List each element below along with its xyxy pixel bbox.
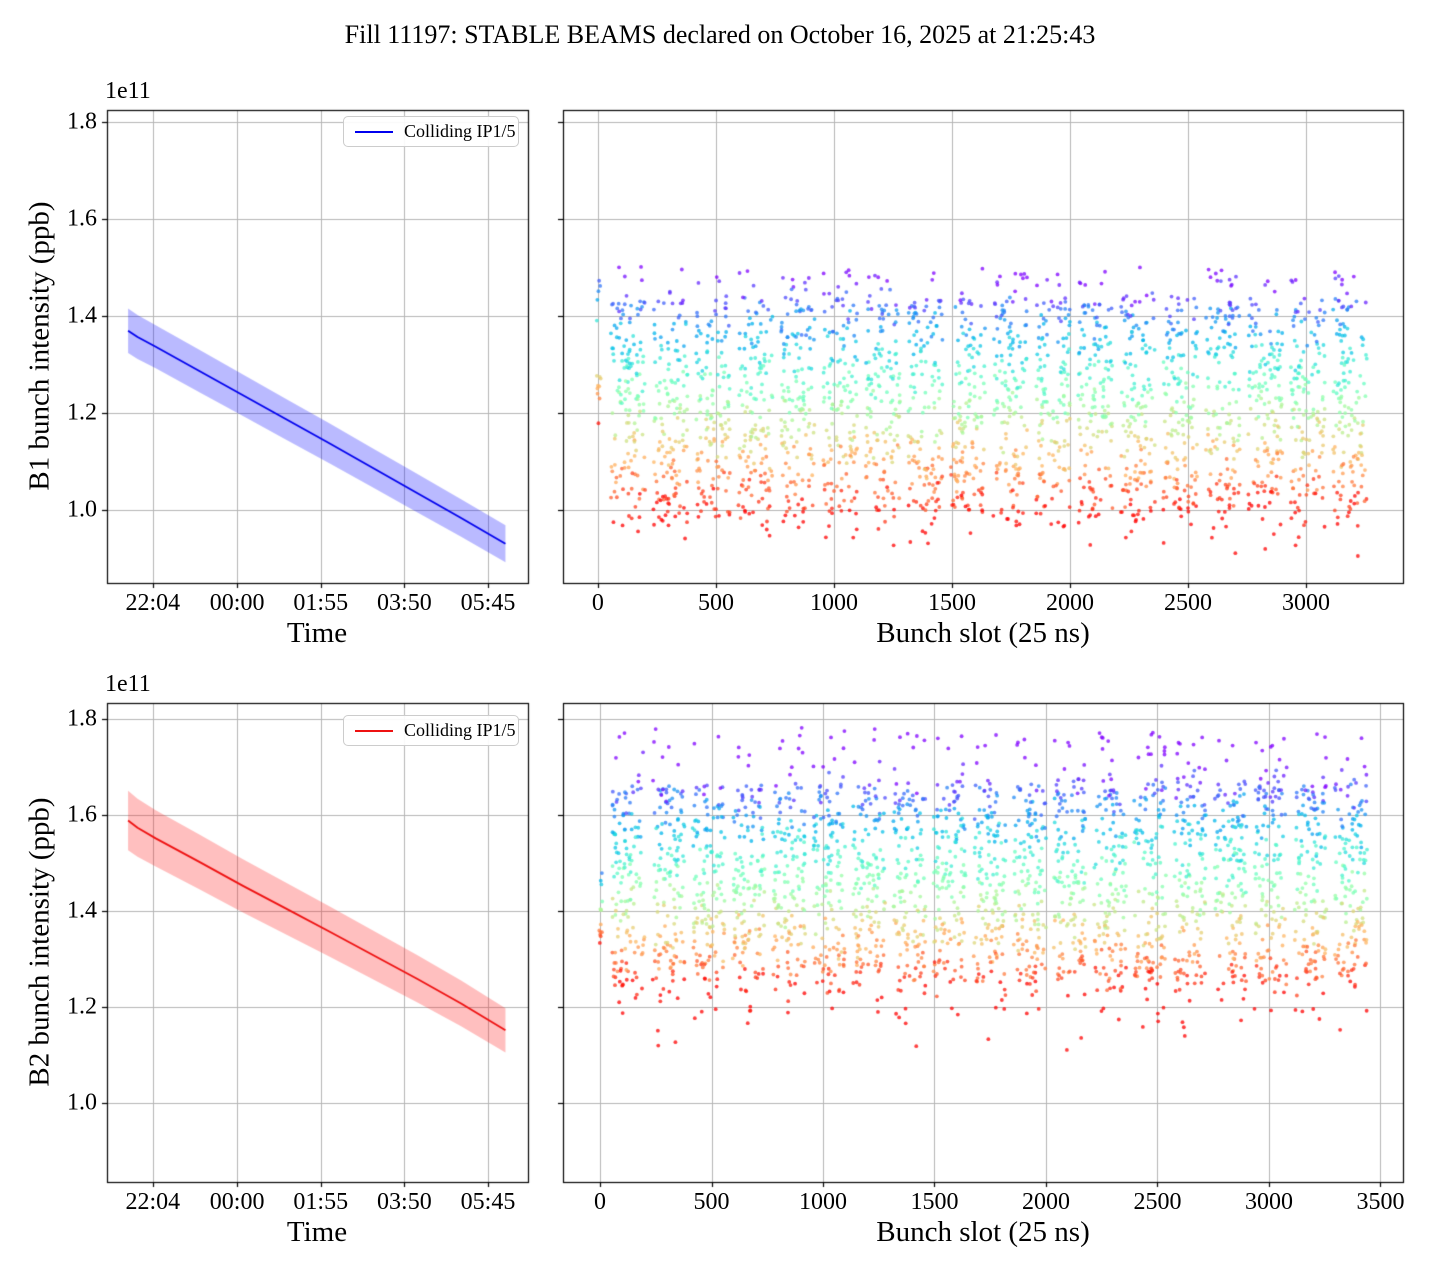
x-tick-label: 22:04: [125, 1189, 181, 1215]
b2-legend: Colliding IP1/5: [343, 715, 519, 746]
x-tick-label: 1500: [927, 590, 976, 616]
x-tick-label: 2500: [1133, 1189, 1182, 1215]
y-tick-label: 1.6: [67, 205, 97, 232]
x-tick-label: 05:45: [460, 590, 516, 616]
y-tick-label: 1.8: [67, 108, 97, 135]
y-tick-label: 1.4: [67, 897, 97, 924]
y-tick-label: 1.2: [67, 993, 97, 1020]
y-tick-label: 1.0: [67, 496, 97, 523]
b1-legend-line-sample: [355, 130, 393, 133]
x-tick-label: 1500: [910, 1189, 959, 1215]
b1-legend: Colliding IP1/5: [343, 116, 519, 147]
b1-axis-offset-text: 1e11: [105, 78, 151, 104]
b2-legend-label: Colliding IP1/5: [404, 720, 516, 740]
x-tick-label: 2500: [1163, 590, 1212, 616]
b1-legend-label: Colliding IP1/5: [404, 121, 516, 141]
b2-bunch-slot-x-axis-label: Bunch slot (25 ns): [876, 1216, 1090, 1248]
x-tick-label: 01:55: [293, 590, 349, 616]
y-tick-label: 1.4: [67, 302, 97, 329]
b2-axis-offset-text: 1e11: [105, 671, 151, 697]
x-tick-label: 2000: [1021, 1189, 1070, 1215]
b2-legend-line-sample: [355, 729, 393, 732]
x-tick-label: 3000: [1281, 590, 1330, 616]
b2-time-x-axis-label: Time: [286, 1216, 348, 1248]
x-tick-label: 500: [697, 590, 734, 616]
x-tick-label: 22:04: [125, 590, 181, 616]
figure-title: Fill 11197: STABLE BEAMS declared on Oct…: [344, 20, 1096, 49]
x-tick-label: 03:50: [377, 590, 432, 616]
x-tick-label: 500: [693, 1189, 730, 1215]
x-tick-label: 3500: [1356, 1189, 1405, 1215]
x-tick-label: 0: [591, 590, 604, 616]
x-tick-label: 1000: [799, 1189, 847, 1215]
b1-bunch-slot-x-axis-label: Bunch slot (25 ns): [876, 617, 1090, 649]
b1-y-axis-label: B1 bunch intensity (ppb): [23, 201, 56, 491]
b1-time-x-axis-label: Time: [286, 617, 348, 649]
x-tick-label: 3000: [1244, 1189, 1293, 1215]
x-tick-label: 0: [594, 1189, 607, 1215]
x-tick-label: 00:00: [209, 1189, 265, 1215]
y-tick-label: 1.6: [67, 801, 97, 828]
x-tick-label: 05:45: [460, 1189, 516, 1215]
y-tick-label: 1.0: [67, 1089, 97, 1116]
y-tick-label: 1.2: [67, 399, 97, 426]
x-tick-label: 03:50: [377, 1189, 432, 1215]
b2-y-axis-label: B2 bunch intensity (ppb): [23, 797, 56, 1087]
x-tick-label: 2000: [1045, 590, 1094, 616]
x-tick-label: 01:55: [293, 1189, 349, 1215]
x-tick-label: 1000: [809, 590, 858, 616]
y-tick-label: 1.8: [67, 705, 97, 732]
x-tick-label: 00:00: [209, 590, 265, 616]
